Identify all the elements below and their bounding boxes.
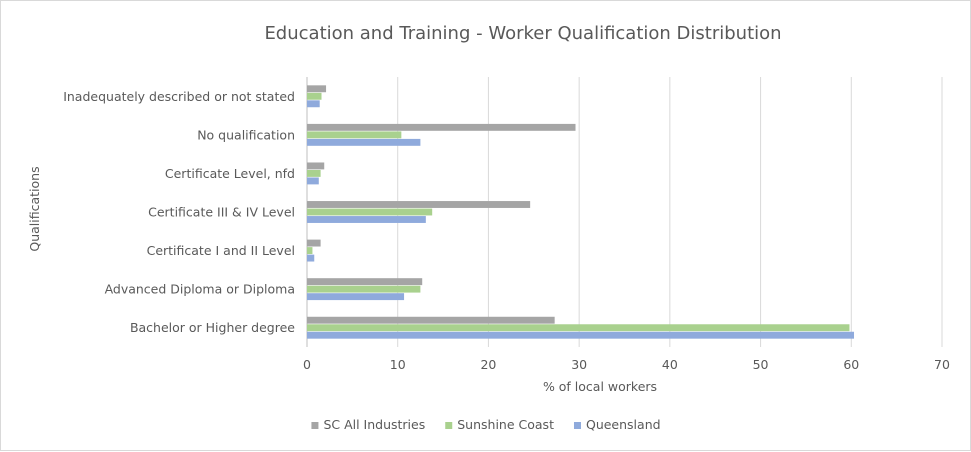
x-tick-label: 50	[753, 357, 769, 372]
y-axis-tick-labels: Inadequately described or not stated No q…	[63, 89, 295, 335]
bar-queensland	[307, 216, 426, 223]
bar-sunshine-coast	[307, 324, 850, 332]
x-axis-title: % of local workers	[543, 379, 657, 394]
bar-sunshine-coast	[307, 169, 321, 177]
bar-sunshine-coast	[307, 131, 402, 139]
legend-swatch	[573, 422, 581, 429]
bar-sc-all-industries	[307, 316, 555, 324]
x-tick-label: 70	[934, 357, 950, 372]
y-tick-label: Inadequately described or not stated	[63, 89, 295, 104]
chart-title: Education and Training - Worker Qualific…	[264, 23, 781, 44]
y-tick-label: Certificate I and II Level	[147, 243, 295, 258]
legend-swatch	[311, 422, 319, 429]
bar-sc-all-industries	[307, 239, 321, 247]
legend-label: Queensland	[586, 417, 661, 432]
x-tick-label: 30	[571, 357, 587, 372]
bar-queensland	[307, 254, 315, 262]
x-tick-label: 20	[480, 357, 496, 372]
legend-swatch	[445, 422, 453, 429]
x-tick-label: 0	[303, 357, 311, 372]
y-axis-title: Qualifications	[27, 166, 42, 251]
bar-sunshine-coast	[307, 92, 322, 100]
y-tick-label: No qualification	[197, 127, 295, 142]
bar-queensland	[307, 177, 319, 185]
bar-sc-all-industries	[307, 123, 576, 131]
bar-sc-all-industries	[307, 201, 531, 208]
bar-sc-all-industries	[307, 162, 325, 170]
bar-sunshine-coast	[307, 208, 433, 216]
x-tick-label: 40	[662, 357, 678, 372]
bar-queensland	[307, 293, 405, 301]
bar-sc-all-industries	[307, 85, 327, 93]
x-axis-tick-labels: 0 10 20 30 40 50 60 70	[303, 357, 950, 372]
legend-item-sunshine-coast: Sunshine Coast	[445, 417, 554, 432]
bar-sunshine-coast	[307, 247, 313, 255]
bar-sc-all-industries	[307, 278, 423, 286]
bar-queensland	[307, 331, 855, 339]
legend-label: SC All Industries	[323, 417, 425, 432]
legend-label: Sunshine Coast	[457, 417, 554, 432]
y-tick-label: Advanced Diploma or Diploma	[105, 282, 295, 297]
bar-queensland	[307, 138, 421, 146]
x-tick-label: 10	[390, 357, 406, 372]
legend-item-queensland: Queensland	[573, 417, 661, 432]
y-tick-label: Bachelor or Higher degree	[130, 320, 295, 335]
y-tick-label: Certificate Level, nfd	[165, 166, 295, 181]
legend: SC All Industries Sunshine Coast Queenslan…	[311, 417, 661, 432]
x-tick-label: 60	[843, 357, 859, 372]
gridlines	[306, 77, 943, 347]
bars	[307, 85, 855, 339]
y-tick-label: Certificate III & IV Level	[148, 205, 295, 220]
bar-sunshine-coast	[307, 285, 421, 293]
bar-queensland	[307, 100, 320, 108]
legend-item-sc-all-industries: SC All Industries	[311, 417, 425, 432]
